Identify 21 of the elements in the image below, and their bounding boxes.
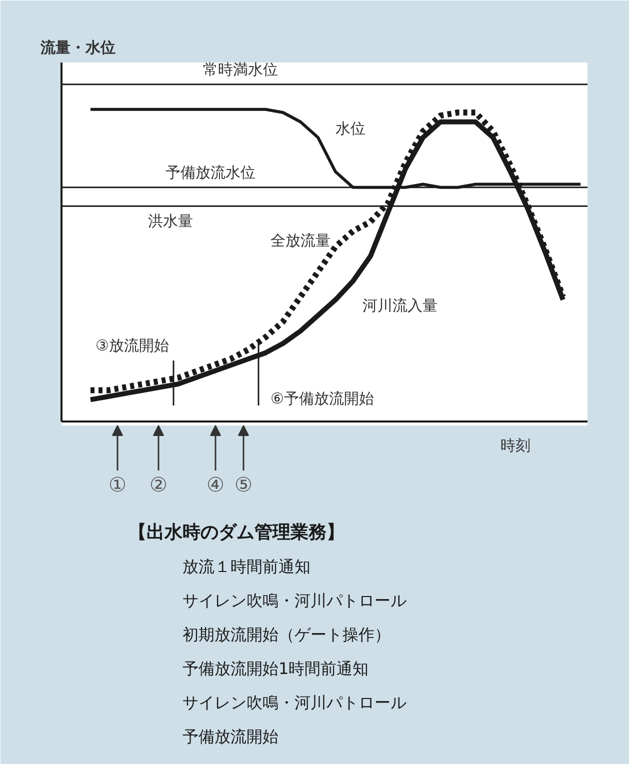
text: サイレン吹鳴・河川パトロール bbox=[182, 591, 406, 610]
series-label: 水位 bbox=[336, 120, 366, 138]
text: 【出水時のダム管理業務】 bbox=[128, 522, 344, 543]
y-axis-title: 流量・水位 bbox=[40, 38, 116, 56]
text: ④ bbox=[206, 472, 224, 496]
text: 予備放流開始 bbox=[182, 727, 278, 746]
ref-line-label: 洪水量 bbox=[148, 212, 193, 230]
text: 予備放流開始1時間前通知 bbox=[182, 659, 369, 678]
text: サイレン吹鳴・河川パトロール bbox=[182, 693, 406, 712]
ref-line-label: 常時満水位 bbox=[203, 60, 278, 78]
ref-line-label: 予備放流水位 bbox=[166, 163, 256, 182]
text: ① bbox=[108, 472, 126, 496]
annotation: ⑥予備放流開始 bbox=[270, 390, 374, 408]
text: ② bbox=[150, 472, 168, 496]
x-axis-title: 時刻 bbox=[500, 436, 530, 454]
series-label: 全放流量 bbox=[270, 232, 330, 250]
series-label: 河川流入量 bbox=[362, 296, 438, 314]
text: 放流１時間前通知 bbox=[182, 557, 310, 576]
annotation: ③放流開始 bbox=[96, 336, 169, 354]
text: 初期放流開始（ゲート操作） bbox=[182, 625, 390, 644]
text: ⑤ bbox=[234, 472, 252, 496]
